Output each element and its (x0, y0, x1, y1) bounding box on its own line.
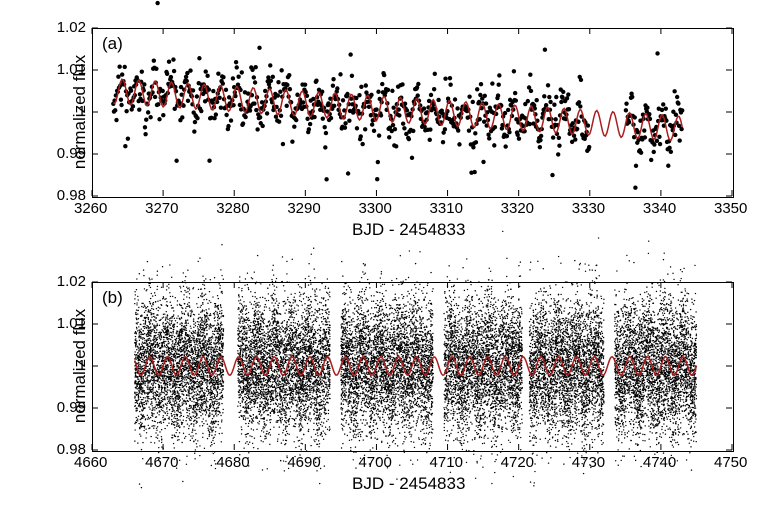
ytick-label: 0.98 (57, 187, 86, 204)
xtick-label: 3340 (643, 200, 676, 217)
xtick-label: 4710 (430, 454, 463, 471)
xtick-label: 4730 (572, 454, 605, 471)
xtick-label: 3290 (287, 200, 320, 217)
chart-svg (92, 28, 732, 196)
scatter-points (111, 1, 684, 190)
xtick-label: 4670 (145, 454, 178, 471)
xtick-label: 3330 (572, 200, 605, 217)
ytick-label: 1.02 (57, 273, 86, 290)
ytick-label: 0.98 (57, 441, 86, 458)
ytick-label: 0.99 (57, 145, 86, 162)
ytick-label: 1.01 (57, 315, 86, 332)
xtick-label: 3310 (430, 200, 463, 217)
xtick-label: 3280 (216, 200, 249, 217)
ytick-label: 0.99 (57, 399, 86, 416)
xtick-label: 3300 (358, 200, 391, 217)
ytick-label: 1.02 (57, 19, 86, 36)
xtick-label: 4740 (643, 454, 676, 471)
figure: normalized flux BJD - 2454833 (a) normal… (0, 0, 768, 525)
xtick-label: 4690 (287, 454, 320, 471)
xtick-label: 4720 (501, 454, 534, 471)
ytick-label: 1.01 (57, 61, 86, 78)
xtick-label: 4700 (358, 454, 391, 471)
ytick-label: 1 (78, 103, 86, 120)
xtick-label: 3350 (714, 200, 747, 217)
xtick-label: 3270 (145, 200, 178, 217)
xtick-label: 4750 (714, 454, 747, 471)
xtick-label: 4680 (216, 454, 249, 471)
chart-svg (92, 282, 732, 450)
ytick-label: 1 (78, 357, 86, 374)
xtick-label: 3320 (501, 200, 534, 217)
panel-b-xlabel: BJD - 2454833 (352, 474, 465, 494)
panel-a-xlabel: BJD - 2454833 (352, 220, 465, 240)
